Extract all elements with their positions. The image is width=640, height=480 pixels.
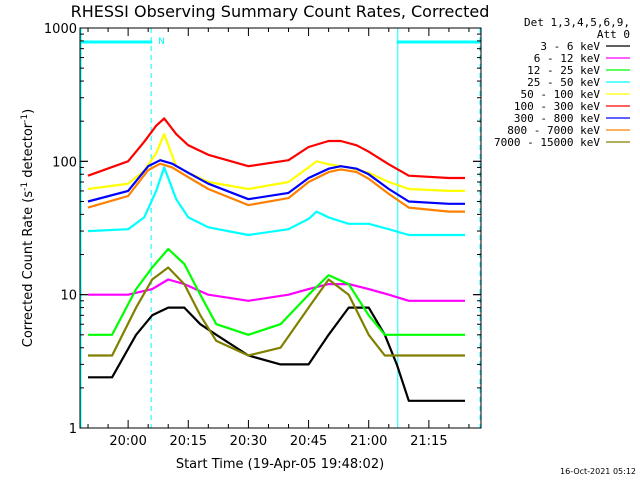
chart-title: RHESSI Observing Summary Count Rates, Co… [71, 2, 490, 21]
series-line-6 [87, 159, 465, 205]
legend-title-1: Det 1,3,4,5,6,9, [524, 16, 630, 29]
series-line-5 [87, 117, 465, 180]
legend-label-6: 300 - 800 keV [514, 112, 600, 125]
series-line-0 [88, 306, 465, 402]
series-line-4 [87, 133, 465, 192]
y-tick-label: 1 [69, 422, 77, 437]
legend-label-1: 6 - 12 keV [534, 52, 601, 65]
x-tick-label: 20:00 [109, 434, 146, 449]
series-line-1 [88, 278, 465, 302]
x-tick-label: 20:15 [170, 434, 207, 449]
timestamp: 16-Oct-2021 05:12 [560, 467, 636, 476]
series-line-2 [88, 247, 465, 336]
x-tick-label: 20:30 [230, 434, 267, 449]
legend-label-5: 100 - 300 keV [514, 100, 600, 113]
night-intervals: N [80, 28, 481, 428]
legend-label-7: 800 - 7000 keV [507, 124, 600, 137]
legend-label-2: 12 - 25 keV [527, 64, 600, 77]
y-tick-label: 10 [60, 289, 77, 304]
plot-frame [79, 27, 482, 429]
x-tick-label: 21:15 [410, 434, 447, 449]
series-layer [87, 117, 465, 402]
legend-label-0: 3 - 6 keV [540, 40, 600, 53]
y-label-sup-1: -1 [20, 182, 30, 191]
legend-label-4: 50 - 100 keV [521, 88, 601, 101]
x-axis: 20:00 20:15 20:30 20:45 21:00 21:15 [87, 28, 470, 449]
series-line-8 [88, 266, 465, 357]
x-tick-label: 20:45 [290, 434, 327, 449]
y-label-part-2: detector [21, 122, 36, 182]
y-axis-label: Corrected Count Rate (s-1 detector-1) [20, 109, 36, 347]
series-line-7 [87, 162, 465, 213]
y-label-part-1: Corrected Count Rate (s [21, 191, 36, 348]
legend-label-3: 25 - 50 keV [527, 76, 600, 89]
y-label-sup-2: -1 [20, 114, 30, 123]
series-line-3 [87, 166, 465, 237]
x-tick-label: 21:00 [350, 434, 387, 449]
y-label-part-3: ) [21, 109, 36, 114]
y-axis: 1 10 100 1000 [44, 22, 481, 437]
x-axis-label: Start Time (19-Apr-05 19:48:02) [176, 457, 384, 472]
y-tick-label: 1000 [44, 22, 77, 37]
y-tick-label: 100 [52, 155, 77, 170]
legend-title-2: Att 0 [597, 28, 630, 41]
night-label: N [158, 37, 165, 47]
legend-label-8: 7000 - 15000 keV [494, 136, 600, 149]
